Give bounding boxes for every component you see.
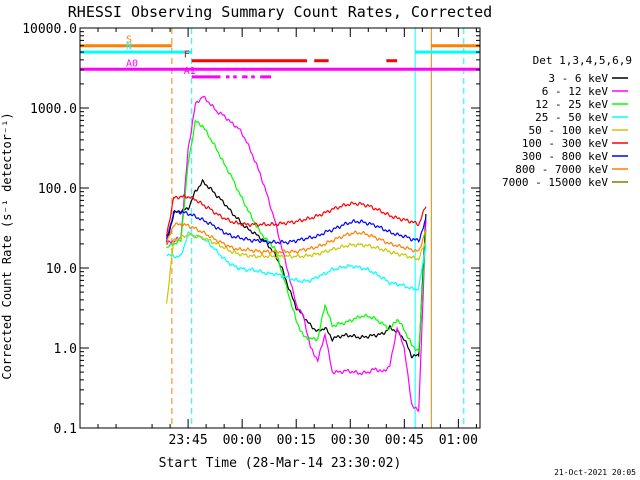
- state-bar-label-s: S: [126, 35, 132, 46]
- legend-label-4: 50 - 100 keV: [529, 124, 609, 137]
- series-line-6: [165, 209, 427, 245]
- legend-label-6: 300 - 800 keV: [522, 150, 608, 163]
- y-tick-label-1: 1.0: [54, 342, 77, 357]
- state-bar-label-f: F: [184, 50, 190, 61]
- x-tick-label-1: 00:00: [223, 433, 262, 448]
- y-tick-label-5: 10000.0: [22, 22, 77, 37]
- series-line-0: [165, 178, 427, 359]
- state-bar-label-a1: A1: [184, 66, 196, 77]
- footer-timestamp: 21-Oct-2021 20:05: [554, 468, 636, 477]
- legend-label-7: 800 - 7000 keV: [515, 163, 608, 176]
- legend-label-2: 12 - 25 keV: [535, 98, 608, 111]
- x-tick-label-2: 00:15: [277, 433, 316, 448]
- legend-label-0: 3 - 6 keV: [548, 72, 608, 85]
- y-tick-label-3: 100.0: [38, 182, 77, 197]
- chart-title: RHESSI Observing Summary Count Rates, Co…: [68, 3, 492, 21]
- legend-header: Det 1,3,4,5,6,9: [533, 54, 632, 67]
- series-line-2: [166, 119, 427, 354]
- x-tick-label-3: 00:30: [331, 433, 370, 448]
- y-tick-label-0: 0.1: [54, 422, 77, 437]
- x-tick-label-4: 00:45: [385, 433, 424, 448]
- x-axis-label: Start Time (28-Mar-14 23:30:02): [159, 456, 402, 471]
- series-line-3: [166, 231, 427, 291]
- y-tick-label-2: 10.0: [46, 262, 77, 277]
- x-tick-label-5: 01:00: [439, 433, 478, 448]
- state-bar-label-n: N: [126, 41, 132, 52]
- series-line-5: [165, 194, 427, 237]
- series-line-7: [165, 222, 427, 255]
- y-tick-label-4: 1000.0: [30, 102, 77, 117]
- legend-label-1: 6 - 12 keV: [542, 85, 609, 98]
- series-line-4: [165, 232, 427, 304]
- legend-label-8: 7000 - 15000 keV: [502, 176, 608, 189]
- legend-label-3: 25 - 50 keV: [535, 111, 608, 124]
- plot-area: [80, 28, 480, 428]
- series-line-1: [166, 95, 427, 412]
- state-bar-label-a0: A0: [126, 58, 138, 69]
- y-axis-label: Corrected Count Rate (s⁻¹ detector⁻¹): [0, 112, 14, 379]
- legend-label-5: 100 - 300 keV: [522, 137, 608, 150]
- x-tick-label-0: 23:45: [169, 433, 208, 448]
- plot-frame: [79, 27, 481, 429]
